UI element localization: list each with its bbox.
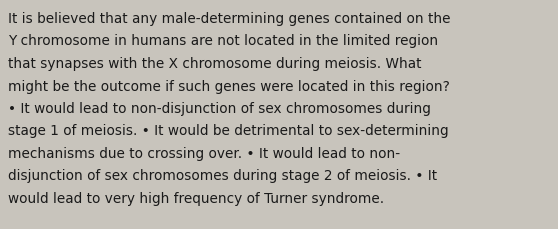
Text: disjunction of sex chromosomes during stage 2 of meiosis. • It: disjunction of sex chromosomes during st… <box>8 169 437 183</box>
Text: stage 1 of meiosis. • It would be detrimental to sex-determining: stage 1 of meiosis. • It would be detrim… <box>8 124 449 138</box>
Text: mechanisms due to crossing over. • It would lead to non-: mechanisms due to crossing over. • It wo… <box>8 146 400 160</box>
Text: It is believed that any male-determining genes contained on the: It is believed that any male-determining… <box>8 12 450 26</box>
Text: that synapses with the X chromosome during meiosis. What: that synapses with the X chromosome duri… <box>8 57 421 71</box>
Text: • It would lead to non-disjunction of sex chromosomes during: • It would lead to non-disjunction of se… <box>8 101 431 115</box>
Text: might be the outcome if such genes were located in this region?: might be the outcome if such genes were … <box>8 79 450 93</box>
Text: would lead to very high frequency of Turner syndrome.: would lead to very high frequency of Tur… <box>8 191 384 205</box>
Text: Y chromosome in humans are not located in the limited region: Y chromosome in humans are not located i… <box>8 34 438 48</box>
